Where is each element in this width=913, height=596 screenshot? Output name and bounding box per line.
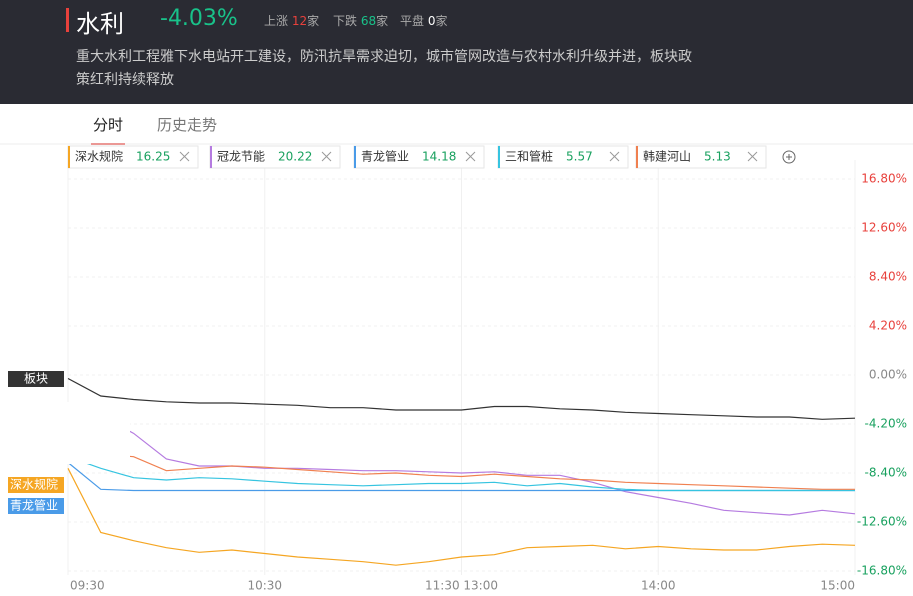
- close-icon[interactable]: [465, 151, 476, 162]
- description: 重大水利工程雅下水电站开工建设，防汛抗旱需求迫切，城市管网改造与农村水利升级并进…: [76, 49, 692, 88]
- legend-chip[interactable]: 韩建河山 5.13: [635, 145, 767, 169]
- y-tick-label: 8.40%: [869, 270, 907, 284]
- x-tick-label: 10:30: [247, 579, 282, 593]
- legend-name: 青龙管业: [361, 149, 409, 164]
- overlay: [8, 402, 130, 464]
- tab[interactable]: 历史走势: [157, 116, 218, 134]
- legend-chip[interactable]: 青龙管业 14.18: [353, 145, 485, 169]
- flat-label: 平盘: [400, 14, 425, 28]
- legend-price: 14.18: [422, 150, 456, 164]
- series-tag-bg: [8, 498, 64, 514]
- y-tick-label: -12.60%: [857, 515, 907, 529]
- legend-name: 深水规院: [75, 149, 123, 164]
- y-tick-label: -4.20%: [865, 417, 907, 431]
- y-tick-label: -16.80%: [857, 564, 907, 578]
- up-count: 12: [291, 14, 308, 28]
- legend-name: 三和管桩: [505, 149, 553, 164]
- y-tick-label: -8.40%: [865, 466, 907, 480]
- down-stat: 下跌 68家: [333, 12, 388, 29]
- close-icon[interactable]: [321, 151, 332, 162]
- add-icon-plus: [786, 154, 792, 160]
- close-icon[interactable]: [747, 151, 758, 162]
- series-line: [67, 403, 856, 516]
- up-stat: 上涨 12家: [264, 12, 319, 29]
- series-line: [67, 468, 856, 566]
- series-tag: 青龙管业: [10, 498, 58, 513]
- close-icon[interactable]: [609, 151, 620, 162]
- legend-name: 韩建河山: [643, 149, 691, 164]
- chip-swatch: [498, 146, 500, 168]
- unit: 家: [307, 14, 320, 28]
- x-tick-label: 11:30 13:00: [425, 579, 498, 593]
- accent-bar: [66, 8, 69, 32]
- header: 水利 -4.03% 上涨 12家 下跌 68家 平盘 0家 重大水利工程雅下水电…: [0, 0, 913, 104]
- add-icon[interactable]: [782, 150, 796, 164]
- series-line: [67, 377, 856, 420]
- series-line: [67, 456, 855, 492]
- chip-swatch: [210, 146, 212, 168]
- series-tag-bg: [8, 477, 64, 493]
- legend-name: 冠龙节能: [217, 150, 265, 164]
- legend-price: 5.13: [704, 150, 731, 164]
- close-icon[interactable]: [179, 151, 190, 162]
- chip-swatch: [68, 146, 70, 168]
- series-line: [67, 450, 855, 490]
- up-label: 上涨: [264, 14, 289, 28]
- y-tick-label: 12.60%: [861, 221, 907, 235]
- x-tick-label: 14:00: [641, 579, 676, 593]
- legend-chip[interactable]: 冠龙节能 20.22: [209, 145, 341, 169]
- legend-chip[interactable]: 深水规院 16.25: [67, 145, 199, 169]
- chip-swatch: [636, 146, 638, 168]
- legend-price: 16.25: [136, 150, 170, 164]
- unit: 家: [376, 14, 389, 28]
- series-tag: 板块: [24, 372, 48, 386]
- legend-price: 5.57: [566, 150, 593, 164]
- change: -4.03%: [160, 6, 238, 31]
- unit: 家: [435, 14, 448, 28]
- chip-swatch: [354, 146, 356, 168]
- x-tick-label: 15:00: [820, 579, 855, 593]
- down-label: 下跌: [333, 14, 358, 28]
- legend-chip[interactable]: 三和管桩 5.57: [497, 145, 629, 169]
- flat-count: 0: [427, 14, 436, 28]
- flat-stat: 平盘 0家: [400, 12, 448, 29]
- down-count: 68: [360, 14, 377, 28]
- x-tick-label: 09:30: [70, 579, 105, 593]
- title: 水利: [76, 10, 124, 38]
- series-tag-bg: [8, 371, 64, 387]
- legend-price: 20.22: [278, 150, 312, 164]
- y-tick-label: 0.00%: [869, 368, 907, 382]
- series-tag: 深水规院: [10, 477, 58, 492]
- y-tick-label: 4.20%: [869, 319, 907, 333]
- y-tick-label: 16.80%: [861, 172, 907, 186]
